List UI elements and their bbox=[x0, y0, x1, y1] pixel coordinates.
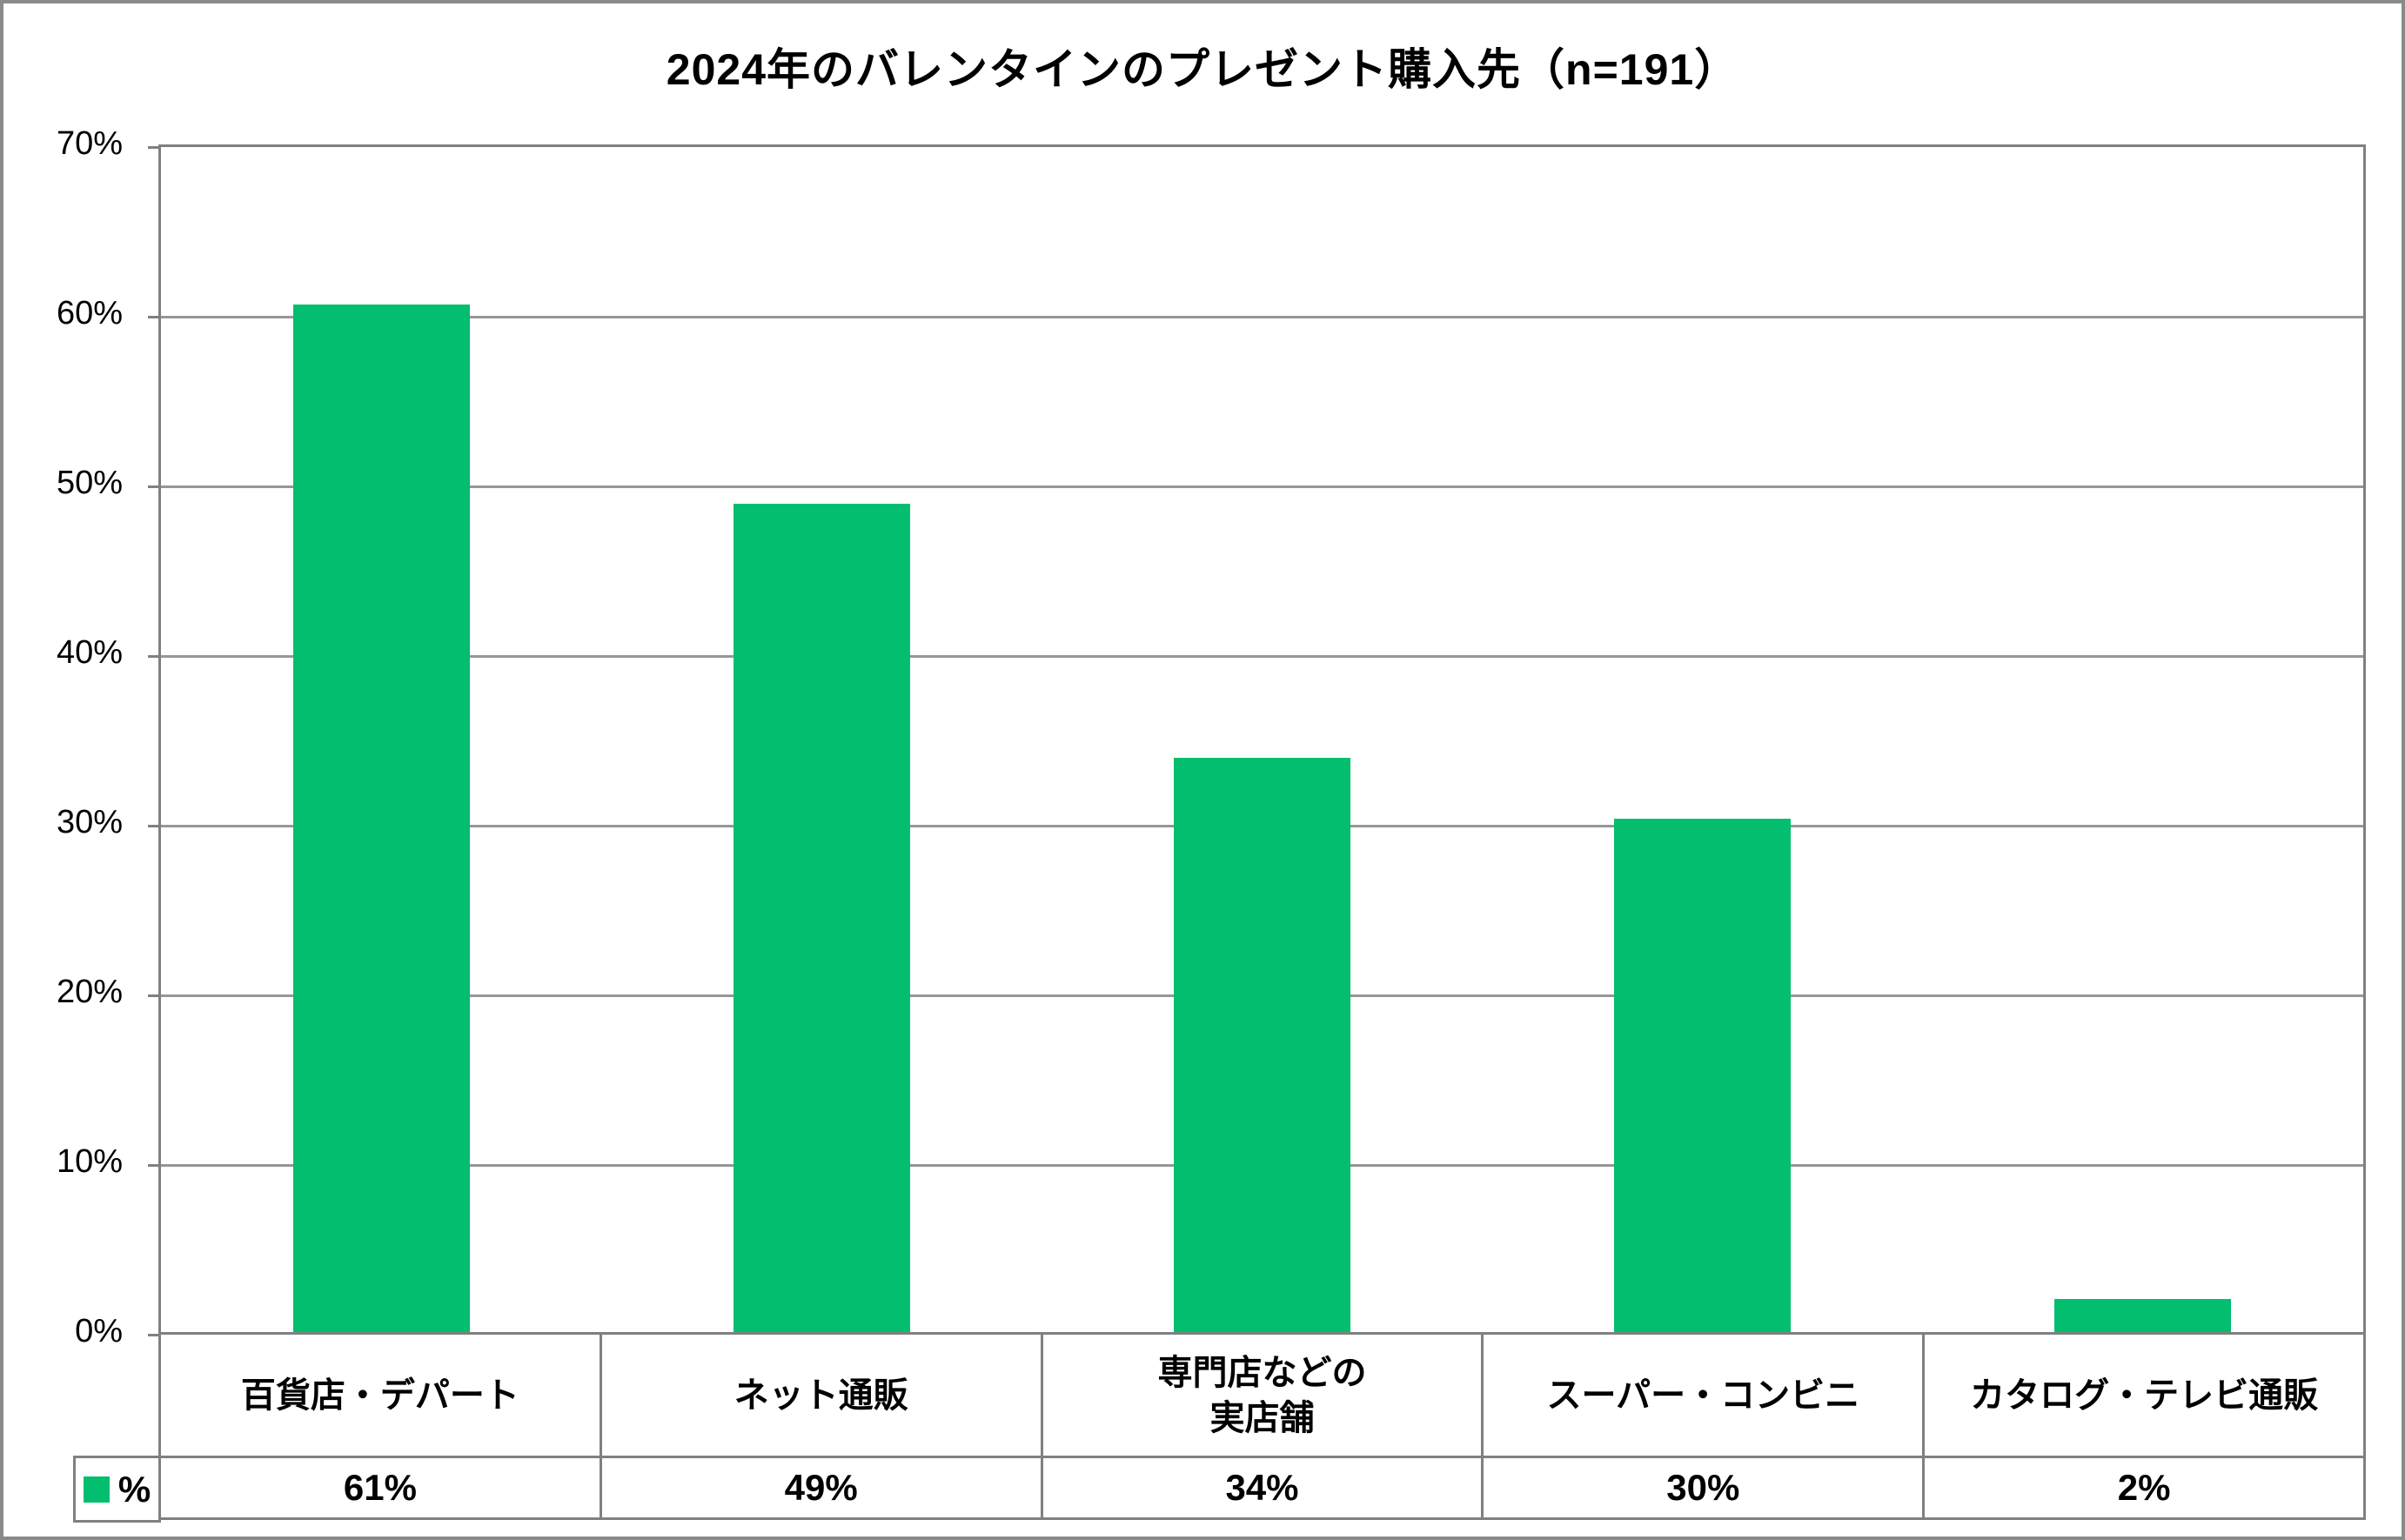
bar-2 bbox=[1174, 758, 1350, 1335]
data-table: 百貨店・デパート ネット通販 専門店などの 実店舗 スーパー・コンビニ カタログ… bbox=[158, 1332, 2366, 1520]
y-axis-tick bbox=[148, 824, 161, 827]
y-axis-label: 10% bbox=[56, 1143, 123, 1180]
category-cell-specialty-store: 専門店などの 実店舗 bbox=[1040, 1332, 1484, 1458]
y-axis-tick bbox=[148, 485, 161, 488]
y-axis-labels: 70% 60% 50% 40% 30% 20% 10% 0% bbox=[3, 125, 123, 1349]
y-axis-label: 70% bbox=[56, 125, 123, 162]
legend-series-label: % bbox=[117, 1468, 151, 1510]
category-header-row: 百貨店・デパート ネット通販 専門店などの 実店舗 スーパー・コンビニ カタログ… bbox=[158, 1332, 2366, 1458]
y-axis-tick bbox=[148, 654, 161, 658]
y-axis-tick bbox=[148, 145, 161, 149]
y-axis-label: 0% bbox=[75, 1313, 123, 1349]
y-axis-label: 30% bbox=[56, 804, 123, 840]
value-row: 61% 49% 34% 30% 2% bbox=[158, 1456, 2366, 1520]
y-axis-label: 50% bbox=[56, 465, 123, 501]
category-cell-department-store: 百貨店・デパート bbox=[158, 1332, 602, 1458]
y-axis-tick bbox=[148, 994, 161, 997]
category-cell-catalog-tv: カタログ・テレビ通販 bbox=[1922, 1332, 2366, 1458]
gridline bbox=[161, 654, 2363, 658]
plot-area bbox=[148, 144, 2366, 1337]
value-cell-specialty-store: 34% bbox=[1040, 1456, 1484, 1520]
category-cell-online-shopping: ネット通販 bbox=[599, 1332, 1043, 1458]
legend-cell: % bbox=[73, 1456, 161, 1523]
gridline bbox=[161, 485, 2363, 488]
gridline bbox=[161, 315, 2363, 318]
y-axis-tick bbox=[148, 1333, 161, 1336]
y-axis-tick bbox=[148, 1163, 161, 1167]
value-cell-online-shopping: 49% bbox=[599, 1456, 1043, 1520]
bar-4 bbox=[2054, 1299, 2232, 1335]
value-cell-supermarket-convenience: 30% bbox=[1481, 1456, 1926, 1520]
bar-1 bbox=[733, 503, 910, 1335]
category-cell-supermarket-convenience: スーパー・コンビニ bbox=[1481, 1332, 1926, 1458]
value-cell-catalog-tv: 2% bbox=[1922, 1456, 2366, 1520]
y-axis-label: 60% bbox=[56, 295, 123, 331]
y-axis-tick bbox=[148, 315, 161, 318]
y-axis-label: 40% bbox=[56, 634, 123, 671]
chart-title: 2024年のバレンタインのプレゼント購入先（n=191） bbox=[666, 45, 1739, 94]
y-axis-label: 20% bbox=[56, 974, 123, 1010]
value-cell-department-store: 61% bbox=[158, 1456, 602, 1520]
bar-0 bbox=[292, 305, 470, 1335]
legend-color-swatch bbox=[83, 1476, 110, 1503]
bar-3 bbox=[1614, 819, 1792, 1335]
